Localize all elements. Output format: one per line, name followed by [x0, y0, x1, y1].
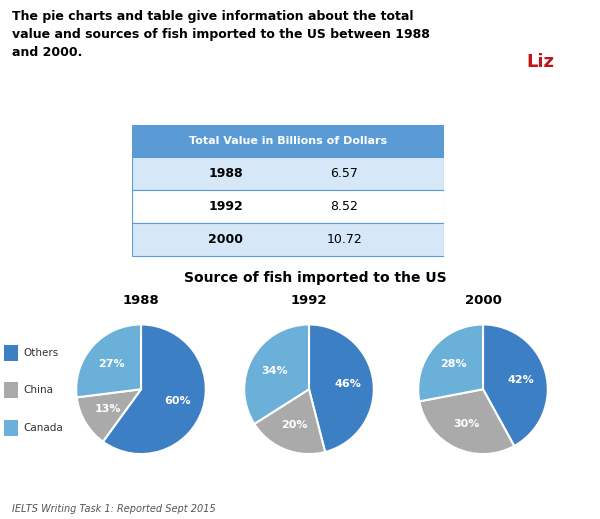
Text: Canada: Canada — [23, 423, 63, 433]
Text: IELTS: IELTS — [418, 53, 470, 71]
Wedge shape — [418, 324, 483, 401]
Text: 27%: 27% — [98, 359, 125, 368]
Text: 30%: 30% — [453, 419, 479, 429]
Wedge shape — [103, 324, 206, 454]
Text: Source of fish imported to the US: Source of fish imported to the US — [184, 271, 446, 284]
Title: 2000: 2000 — [464, 294, 502, 307]
Text: 34%: 34% — [262, 365, 288, 376]
Text: China: China — [23, 386, 53, 395]
Text: 6.57: 6.57 — [330, 167, 358, 180]
Bar — [132, 223, 444, 256]
Bar — [4, 345, 18, 361]
Text: 46%: 46% — [334, 379, 361, 389]
Wedge shape — [244, 324, 309, 424]
Title: 1988: 1988 — [122, 294, 160, 307]
Text: 1988: 1988 — [208, 167, 243, 180]
Wedge shape — [77, 389, 141, 442]
Text: 2000: 2000 — [208, 233, 243, 246]
Bar — [509, 37, 571, 87]
Text: 10.72: 10.72 — [326, 233, 362, 246]
Text: Total Value in Billions of Dollars: Total Value in Billions of Dollars — [189, 136, 387, 146]
Bar — [4, 383, 18, 399]
Text: 28%: 28% — [440, 360, 466, 370]
Text: 13%: 13% — [94, 404, 121, 414]
Bar — [132, 157, 444, 190]
Wedge shape — [309, 324, 374, 452]
Text: The pie charts and table give information about the total
value and sources of f: The pie charts and table give informatio… — [12, 10, 430, 59]
Bar — [4, 420, 18, 436]
Text: 1992: 1992 — [208, 200, 243, 213]
Title: 1992: 1992 — [291, 294, 327, 307]
Text: Liz: Liz — [526, 53, 554, 71]
Text: 20%: 20% — [281, 420, 308, 430]
Wedge shape — [76, 324, 141, 398]
Bar — [132, 125, 444, 157]
Text: 42%: 42% — [507, 375, 534, 385]
Text: 60%: 60% — [164, 397, 191, 406]
Bar — [132, 190, 444, 223]
Text: Others: Others — [23, 348, 59, 358]
Text: IELTS Writing Task 1: Reported Sept 2015: IELTS Writing Task 1: Reported Sept 2015 — [12, 504, 216, 514]
Wedge shape — [254, 389, 325, 454]
Wedge shape — [419, 389, 514, 454]
Text: 8.52: 8.52 — [330, 200, 358, 213]
Wedge shape — [483, 324, 548, 446]
